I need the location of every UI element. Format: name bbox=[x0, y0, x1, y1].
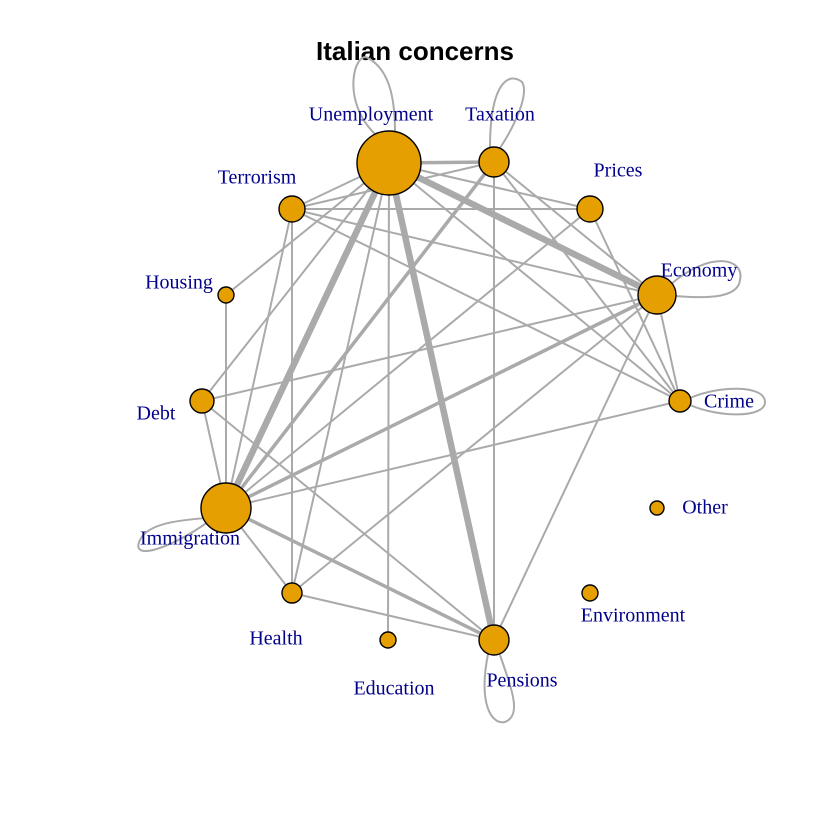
edge-economy-pensions bbox=[493, 294, 658, 641]
self-loop-crime bbox=[689, 387, 767, 416]
node-debt bbox=[189, 388, 215, 414]
node-unemployment bbox=[356, 130, 422, 196]
node-label-debt: Debt bbox=[137, 403, 176, 425]
edge-debt-pensions bbox=[201, 400, 495, 641]
self-loop-taxation bbox=[489, 77, 525, 149]
node-label-immigration: Immigration bbox=[140, 528, 240, 550]
edge-immigration-economy bbox=[224, 293, 659, 510]
edge-economy-health bbox=[291, 294, 658, 594]
node-label-other: Other bbox=[682, 497, 728, 519]
node-economy bbox=[637, 275, 677, 315]
edge-prices-immigration bbox=[225, 208, 591, 509]
self-loop-unemployment bbox=[352, 56, 396, 135]
node-label-environment: Environment bbox=[581, 605, 686, 627]
edge-unemployment-economy bbox=[385, 159, 661, 299]
node-label-pensions: Pensions bbox=[486, 670, 557, 692]
node-label-crime: Crime bbox=[704, 391, 754, 413]
edge-taxation-economy bbox=[493, 161, 658, 296]
node-label-taxation: Taxation bbox=[465, 104, 535, 126]
edge-economy-debt bbox=[201, 294, 658, 402]
edges-layer bbox=[201, 159, 681, 644]
node-label-economy: Economy bbox=[661, 260, 738, 282]
node-other bbox=[649, 500, 665, 516]
node-terrorism bbox=[278, 195, 306, 223]
edge-crime-immigration bbox=[225, 400, 681, 509]
edge-terrorism-immigration bbox=[225, 208, 293, 509]
node-environment bbox=[581, 584, 599, 602]
node-label-terrorism: Terrorism bbox=[218, 167, 297, 189]
self-loop-economy bbox=[669, 260, 742, 299]
edge-unemployment-prices bbox=[388, 162, 591, 210]
edge-unemployment-housing bbox=[225, 162, 390, 296]
node-prices bbox=[576, 195, 604, 223]
node-label-unemployment: Unemployment bbox=[309, 104, 434, 126]
node-taxation bbox=[478, 146, 510, 178]
edge-unemployment-education bbox=[387, 162, 390, 641]
edge-unemployment-health bbox=[291, 162, 390, 594]
node-health bbox=[281, 582, 303, 604]
node-pensions bbox=[478, 624, 510, 656]
edge-unemployment-crime bbox=[388, 162, 681, 402]
edge-taxation-crime bbox=[493, 161, 681, 402]
node-immigration bbox=[200, 482, 252, 534]
node-education bbox=[379, 631, 397, 649]
edge-terrorism-crime bbox=[291, 208, 681, 402]
edge-terrorism-economy bbox=[291, 208, 658, 296]
edge-health-pensions bbox=[291, 592, 495, 641]
node-label-education: Education bbox=[353, 678, 434, 700]
edge-immigration-taxation bbox=[224, 160, 496, 510]
self-loops-layer bbox=[137, 56, 767, 724]
self-loop-pensions bbox=[483, 653, 516, 724]
edge-prices-crime bbox=[589, 208, 681, 402]
node-label-prices: Prices bbox=[594, 160, 643, 182]
node-label-housing: Housing bbox=[145, 272, 213, 294]
self-loop-immigration bbox=[137, 517, 209, 552]
edge-immigration-pensions bbox=[224, 506, 496, 642]
edge-unemployment-debt bbox=[201, 162, 390, 402]
labels-layer: Unemployment Taxation Prices Economy Crime Ot… bbox=[137, 104, 755, 700]
nodes-layer bbox=[189, 130, 692, 656]
edge-unemployment-immigration bbox=[222, 159, 393, 512]
node-label-health: Health bbox=[249, 628, 302, 650]
node-crime bbox=[668, 389, 692, 413]
graph-title: Italian concerns bbox=[316, 36, 514, 66]
node-housing bbox=[217, 286, 235, 304]
